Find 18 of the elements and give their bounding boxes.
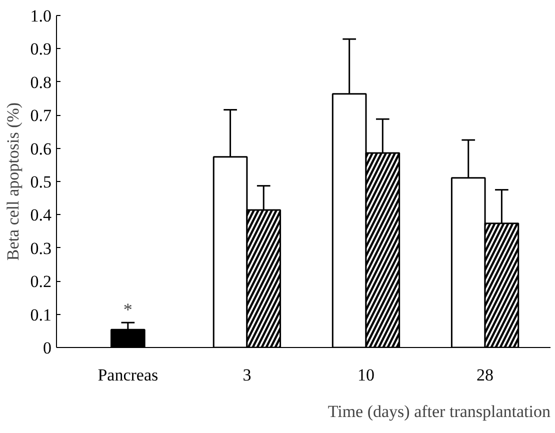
y-tick-label: 0.8 <box>30 72 52 92</box>
y-axis-title: Beta cell apoptosis (%) <box>3 102 22 261</box>
y-tick-label: 1.0 <box>30 6 52 26</box>
y-tick-label: 0.3 <box>30 238 52 258</box>
x-tick-label: 28 <box>476 366 494 384</box>
y-tick-label: 0.7 <box>30 106 52 126</box>
y-tick-label: 0.9 <box>30 40 52 59</box>
x-tick-label: 3 <box>242 366 252 384</box>
annotation: * <box>123 299 132 320</box>
y-tick-label: 0.2 <box>30 272 52 292</box>
x-tick-label: 10 <box>357 366 374 384</box>
y-tick-label: 0.1 <box>30 305 52 324</box>
x-axis-title: Time (days) after transplantation <box>328 402 551 421</box>
y-tick-label: 0 <box>43 338 52 358</box>
x-tick-label: Pancreas <box>98 366 158 384</box>
y-tick-label: 0.4 <box>30 206 52 225</box>
y-tick-label: 0.6 <box>30 139 52 158</box>
y-tick-label: 0.5 <box>30 172 52 192</box>
